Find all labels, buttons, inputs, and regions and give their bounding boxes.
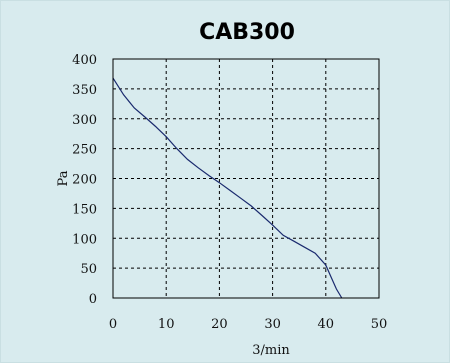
y-tick-label: 350	[72, 83, 97, 98]
y-tick-label: 200	[72, 173, 97, 188]
x-tick-label: 40	[318, 317, 335, 332]
y-tick-label: 150	[72, 202, 97, 217]
y-tick-label: 50	[80, 262, 97, 277]
y-tick-label: 100	[72, 232, 97, 247]
y-tick-label: 400	[72, 53, 97, 68]
x-tick-label: 50	[371, 317, 388, 332]
y-tick-label: 250	[72, 143, 97, 158]
x-tick-label: 20	[211, 317, 228, 332]
y-tick-label: 0	[89, 292, 97, 307]
x-tick-label: 0	[109, 317, 117, 332]
grid	[113, 59, 379, 298]
chart-title: CAB300	[199, 20, 295, 45]
series-line	[112, 77, 343, 299]
y-axis-label: Pa	[56, 170, 71, 186]
y-tick-label: 300	[72, 113, 97, 128]
x-tick-label: 10	[158, 317, 175, 332]
tick-labels: 0 10 20 30 40 50 0 50 100 150 200 250 300 350 400	[72, 53, 387, 332]
plot-border	[112, 58, 380, 299]
x-tick-label: 30	[264, 317, 281, 332]
x-axis-label: 3/min	[252, 343, 290, 358]
